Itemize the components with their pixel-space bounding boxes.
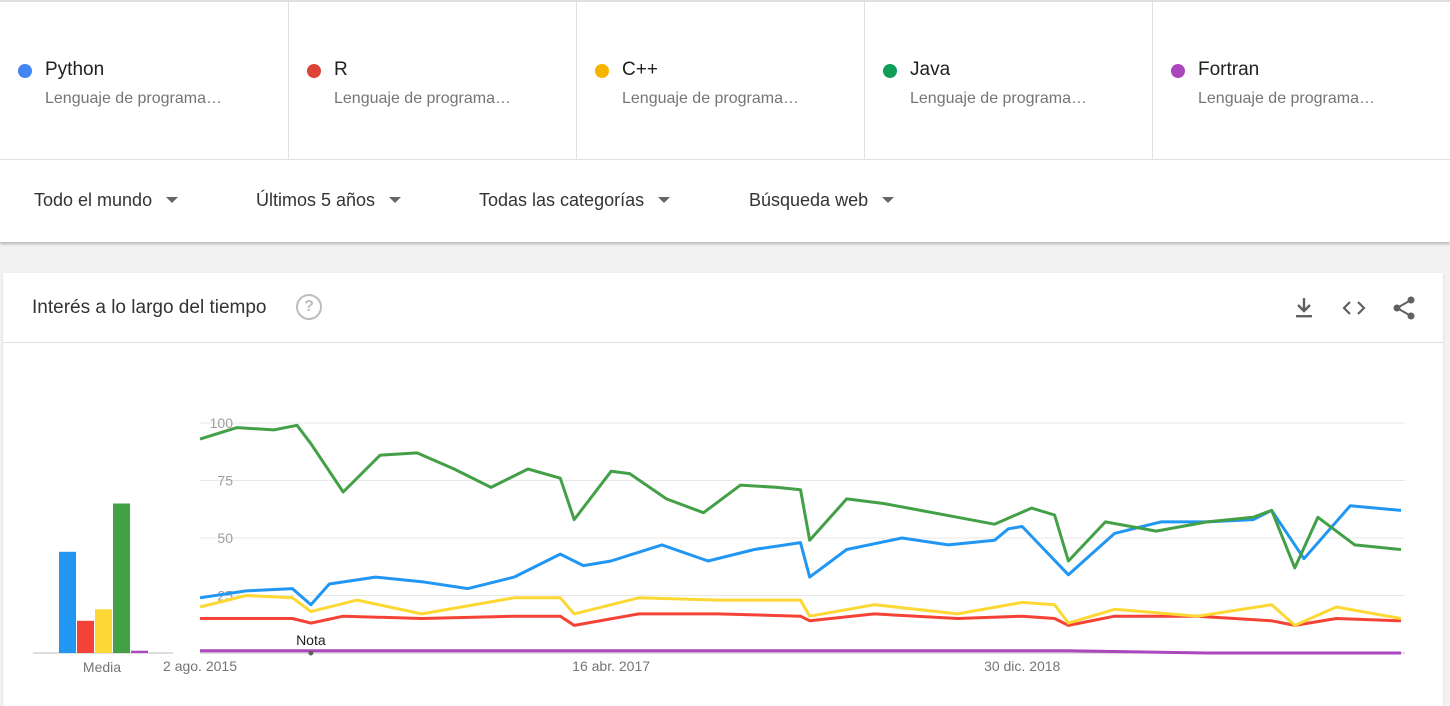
chevron-down-icon (882, 197, 895, 203)
region-label: Todo el mundo (34, 189, 153, 210)
series-line-java (199, 423, 1402, 570)
help-icon[interactable]: ? (296, 294, 322, 320)
term-color-dot (18, 64, 32, 78)
term-name: Python (45, 59, 105, 80)
term-color-dot (307, 64, 321, 78)
comparison-terms: Python Lenguaje de programa… R Lenguaje … (0, 0, 1450, 160)
average-bar-java (113, 503, 130, 653)
term-color-dot (1171, 64, 1185, 78)
y-tick-label: 50 (217, 530, 233, 546)
explore-header: Python Lenguaje de programa… R Lenguaje … (0, 0, 1450, 242)
card-title: Interés a lo largo del tiempo (32, 297, 267, 318)
chevron-down-icon (389, 197, 402, 203)
region-dropdown[interactable]: Todo el mundo (34, 178, 179, 222)
average-label: Media (83, 659, 121, 675)
average-bar-python (59, 551, 76, 653)
term-description: Lenguaje de programa… (334, 90, 512, 107)
term-description: Lenguaje de programa… (910, 90, 1088, 107)
share-icon[interactable] (1389, 293, 1419, 323)
interest-over-time-card: Interés a lo largo del tiempo ? Media 100… (3, 273, 1443, 706)
term-description: Lenguaje de programa… (622, 90, 800, 107)
term-description: Lenguaje de programa… (1198, 90, 1376, 107)
time-range-label: Últimos 5 años (256, 189, 376, 210)
term-color-dot (595, 64, 609, 78)
y-tick-label: 100 (210, 415, 234, 431)
x-tick-label: 2 ago. 2015 (163, 658, 237, 674)
series-line-fortran (200, 649, 1401, 655)
average-bar-r (77, 620, 94, 653)
term-name: Fortran (1198, 59, 1260, 80)
y-tick-label: 75 (217, 473, 233, 489)
average-bar-cpp (95, 609, 112, 653)
series-line-cpp (199, 594, 1402, 627)
x-tick-label: 30 dic. 2018 (984, 658, 1060, 674)
average-bar-fortran (131, 650, 148, 653)
term-card-r[interactable]: R Lenguaje de programa… (288, 2, 576, 160)
x-tick-label: 16 abr. 2017 (572, 658, 650, 674)
chevron-down-icon (166, 197, 179, 203)
category-label: Todas las categorías (479, 189, 645, 210)
search-type-label: Búsqueda web (749, 189, 869, 210)
card-header: Interés a lo largo del tiempo ? (3, 273, 1443, 343)
term-description: Lenguaje de programa… (45, 90, 223, 107)
annotation-note: Nota (296, 632, 326, 648)
term-name: R (334, 59, 348, 80)
term-card-fortran[interactable]: Fortran Lenguaje de programa… (1152, 2, 1440, 160)
category-dropdown[interactable]: Todas las categorías (479, 178, 671, 222)
term-card-java[interactable]: Java Lenguaje de programa… (864, 2, 1152, 160)
term-card-cpp[interactable]: C++ Lenguaje de programa… (576, 2, 864, 160)
download-icon[interactable] (1289, 293, 1319, 323)
term-card-python[interactable]: Python Lenguaje de programa… (0, 2, 288, 160)
annotation-marker (308, 650, 314, 656)
chevron-down-icon (658, 197, 671, 203)
series-line-r (200, 612, 1402, 627)
time-range-dropdown[interactable]: Últimos 5 años (256, 178, 402, 222)
search-type-dropdown[interactable]: Búsqueda web (749, 178, 895, 222)
embed-icon[interactable] (1339, 293, 1369, 323)
term-color-dot (883, 64, 897, 78)
term-name: Java (910, 59, 951, 80)
filter-bar: Todo el mundo Últimos 5 años Todas las c… (0, 178, 1450, 222)
term-name: C++ (622, 59, 658, 80)
